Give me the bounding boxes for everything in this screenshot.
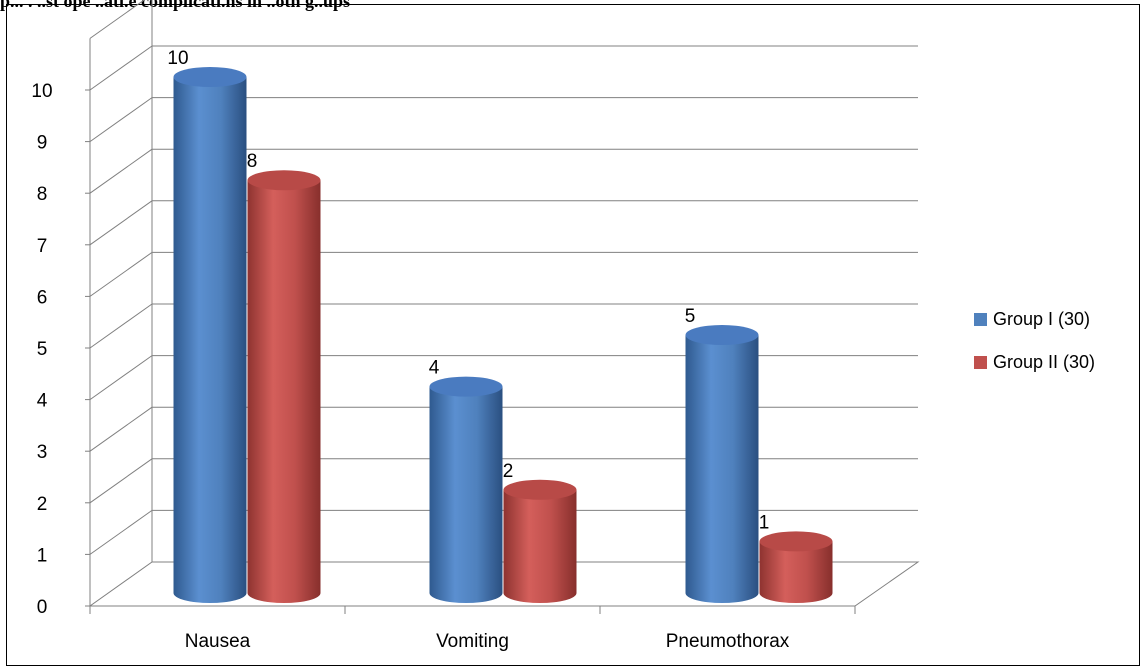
bar-2-0 <box>685 325 759 603</box>
bar-top <box>247 170 321 191</box>
legend-item-group1: Group I (30) <box>974 308 1090 330</box>
figure-caption: p... . ..st ope ..ati.e complicati.ns in… <box>0 0 351 11</box>
bar-body <box>429 386 503 603</box>
bar-1-1 <box>503 479 577 603</box>
y-tick-label: 7 <box>37 236 48 257</box>
data-label: 1 <box>759 512 770 533</box>
side-gridline <box>89 97 153 143</box>
bar-top <box>503 479 577 500</box>
legend-label-group2: Group II (30) <box>993 351 1096 372</box>
legend-item-group2: Group II (30) <box>974 351 1095 373</box>
side-gridline <box>89 406 153 452</box>
legend-swatch-group1 <box>974 312 987 326</box>
side-gridline <box>89 0 145 39</box>
side-gridline <box>89 458 153 504</box>
bar-top <box>173 67 247 87</box>
y-tick-label: 10 <box>31 81 52 102</box>
bar-0-0 <box>173 67 247 603</box>
y-tick-label: 9 <box>37 133 48 154</box>
bar-top <box>429 376 503 397</box>
legend-label-group1: Group I (30) <box>993 308 1091 329</box>
bar-0-1 <box>247 170 321 603</box>
y-tick-label: 8 <box>37 184 48 205</box>
bar-2-1 <box>759 531 833 603</box>
data-label: 4 <box>429 358 440 379</box>
data-label: 5 <box>685 306 696 327</box>
legend-swatch-group2 <box>974 355 987 369</box>
side-gridline <box>89 251 153 297</box>
y-tick-label: 1 <box>37 545 48 566</box>
bars-layer <box>173 67 833 603</box>
bar-body <box>173 77 247 603</box>
data-label: 10 <box>167 48 188 69</box>
y-tick-label: 5 <box>37 339 48 360</box>
side-gridline <box>89 509 153 555</box>
chart-frame <box>6 4 1140 666</box>
side-gridline <box>89 148 153 194</box>
bar-body <box>247 180 321 603</box>
y-tick-label: 4 <box>37 391 48 412</box>
bar-body <box>503 489 577 603</box>
y-tick-label: 6 <box>37 287 48 308</box>
labels-layer: 10 4 5 8 2 1 <box>167 48 769 533</box>
side-gridline <box>89 200 153 246</box>
bar-1-0 <box>429 376 503 603</box>
x-tick-label: Pneumothorax <box>666 631 790 652</box>
side-gridline <box>89 303 153 349</box>
bar-top <box>685 325 759 345</box>
side-gridline <box>89 355 153 401</box>
y-tick-label: 2 <box>37 494 48 515</box>
y-tick-label: 0 <box>37 597 48 618</box>
bar-body <box>759 541 833 603</box>
x-tick-label: Nausea <box>185 631 251 652</box>
bar-body <box>685 335 759 603</box>
x-tick-label: Vomiting <box>436 631 509 652</box>
data-label: 2 <box>503 461 514 482</box>
bar-top <box>759 531 833 552</box>
y-tick-label: 3 <box>37 442 48 463</box>
data-label: 8 <box>247 151 258 172</box>
side-gridline <box>89 45 153 91</box>
